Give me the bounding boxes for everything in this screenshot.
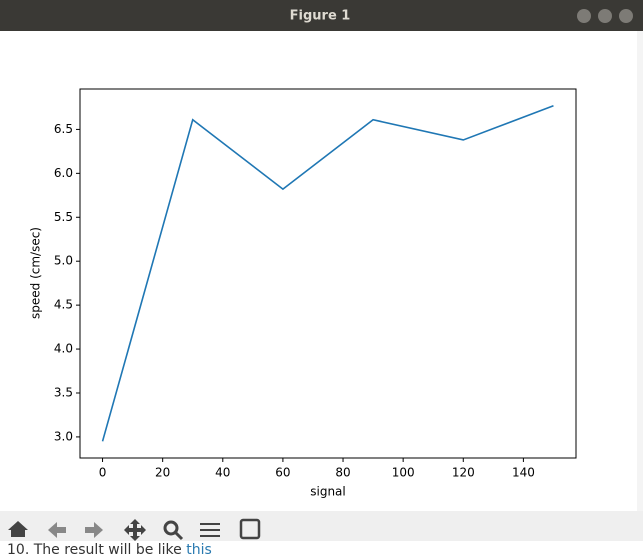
minimize-button[interactable]: [577, 9, 591, 23]
y-tick-label: 5.5: [54, 210, 73, 224]
y-tick-label: 4.0: [54, 342, 73, 356]
y-axis-label: speed (cm/sec): [29, 227, 43, 319]
page-edge: [637, 31, 643, 511]
save-button[interactable]: [239, 518, 261, 540]
y-tick-label: 4.5: [54, 298, 73, 312]
background-link[interactable]: this: [186, 542, 212, 558]
pan-button[interactable]: [124, 519, 146, 541]
x-tick-label: 80: [335, 466, 350, 480]
data-line: [101, 104, 554, 442]
chart: signal speed (cm/sec) 0 20 40 60 80 100 120 140…: [29, 88, 577, 499]
x-tick-label: 60: [275, 466, 290, 480]
title-bar: [0, 0, 643, 31]
toolbar: [0, 511, 643, 541]
y-tick-label: 5.0: [54, 254, 73, 268]
y-tick-label: 3.5: [54, 385, 73, 399]
x-tick-label: 140: [512, 466, 535, 480]
maximize-button[interactable]: [598, 9, 612, 23]
home-button[interactable]: [8, 521, 28, 537]
y-tick-label: 3.0: [54, 429, 73, 443]
x-tick-label: 120: [452, 466, 475, 480]
x-tick-label: 100: [392, 466, 415, 480]
close-button[interactable]: [619, 9, 633, 23]
background-text: 10. The result will be like this: [7, 542, 212, 555]
x-axis-label: signal: [310, 485, 346, 499]
forward-button[interactable]: [85, 522, 103, 538]
x-tick-label: 20: [155, 466, 170, 480]
x-tick-label: 0: [99, 466, 107, 480]
plot-frame: [79, 88, 577, 459]
y-tick-label: 6.0: [54, 166, 73, 180]
x-tick-label: 40: [215, 466, 230, 480]
y-tick-label: 6.5: [54, 122, 73, 136]
back-button[interactable]: [48, 522, 66, 538]
zoom-button[interactable]: [163, 520, 179, 536]
toolbar-icons: [8, 518, 261, 541]
background-sentence: 10. The result will be like: [7, 542, 182, 555]
window-title: Figure 1: [290, 9, 351, 24]
configure-button[interactable]: [200, 523, 220, 537]
zoom-handle: [173, 530, 184, 541]
